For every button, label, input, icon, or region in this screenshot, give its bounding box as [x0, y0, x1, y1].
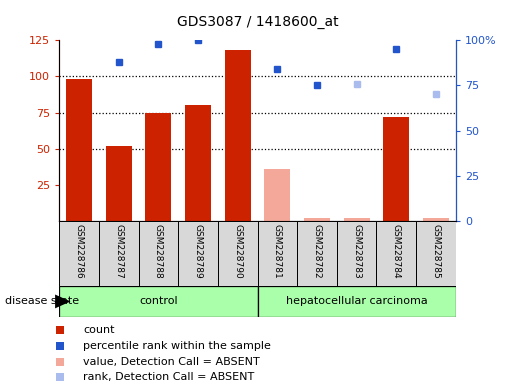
Bar: [423, 218, 449, 221]
Bar: [258, 286, 456, 317]
Polygon shape: [55, 295, 71, 308]
Bar: [304, 218, 330, 221]
Text: disease state: disease state: [5, 296, 79, 306]
Text: percentile rank within the sample: percentile rank within the sample: [83, 341, 271, 351]
Bar: [185, 105, 211, 221]
Bar: [376, 221, 416, 286]
Bar: [178, 221, 218, 286]
Bar: [66, 79, 92, 221]
Text: GSM228787: GSM228787: [114, 224, 123, 279]
Bar: [59, 221, 99, 286]
Text: hepatocellular carcinoma: hepatocellular carcinoma: [286, 296, 427, 306]
Bar: [106, 146, 132, 221]
Text: count: count: [83, 326, 114, 336]
Bar: [344, 218, 370, 221]
Bar: [337, 221, 376, 286]
Text: GSM228788: GSM228788: [154, 224, 163, 279]
Text: GSM228781: GSM228781: [273, 224, 282, 279]
Bar: [383, 117, 409, 221]
Bar: [218, 221, 258, 286]
Bar: [297, 221, 337, 286]
Text: GSM228786: GSM228786: [75, 224, 83, 279]
Text: GSM228789: GSM228789: [194, 224, 202, 279]
Text: rank, Detection Call = ABSENT: rank, Detection Call = ABSENT: [83, 372, 254, 382]
Bar: [258, 221, 297, 286]
Text: GSM228782: GSM228782: [313, 224, 321, 279]
Text: GSM228784: GSM228784: [392, 224, 401, 279]
Bar: [139, 221, 178, 286]
Bar: [225, 50, 251, 221]
Text: GSM228785: GSM228785: [432, 224, 440, 279]
Text: GSM228790: GSM228790: [233, 224, 242, 279]
Bar: [99, 221, 139, 286]
Bar: [416, 221, 456, 286]
Bar: [59, 286, 258, 317]
Bar: [264, 169, 290, 221]
Text: GSM228783: GSM228783: [352, 224, 361, 279]
Text: GDS3087 / 1418600_at: GDS3087 / 1418600_at: [177, 15, 338, 29]
Text: value, Detection Call = ABSENT: value, Detection Call = ABSENT: [83, 357, 260, 367]
Text: control: control: [139, 296, 178, 306]
Bar: [145, 113, 171, 221]
